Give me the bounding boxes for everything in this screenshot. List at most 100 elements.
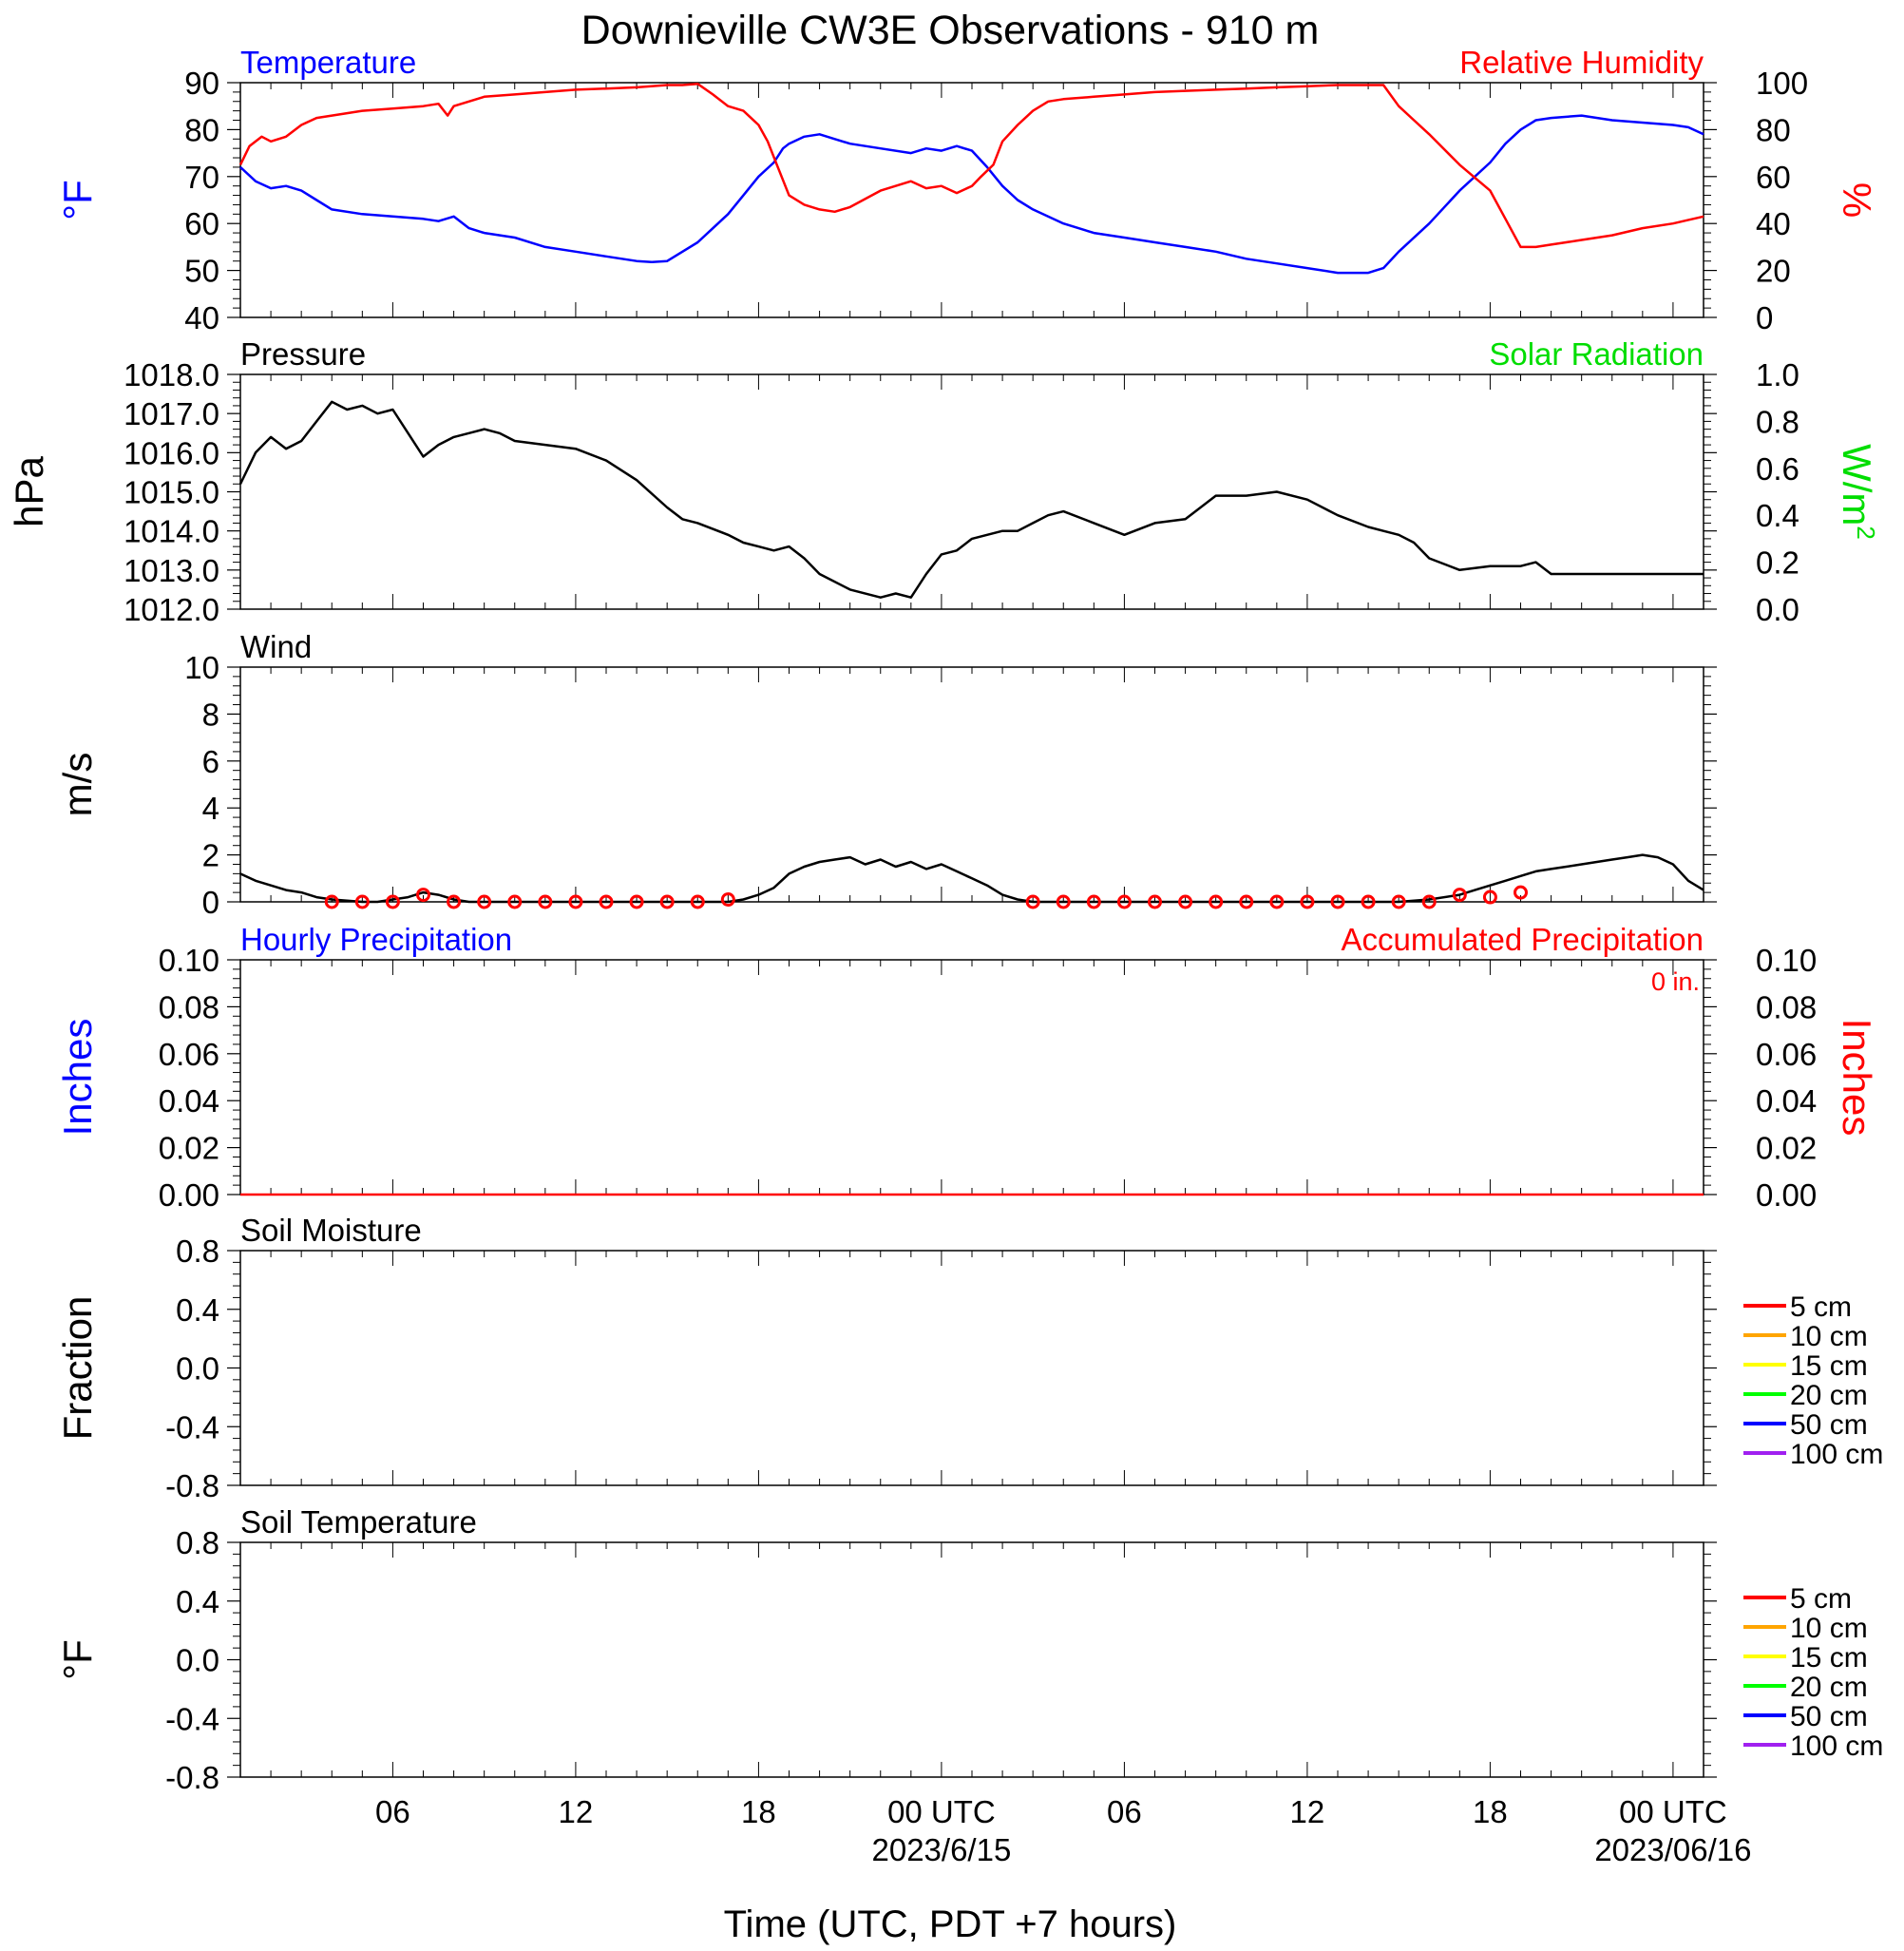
y-tick-label: 0.0: [176, 1351, 219, 1387]
legend-label: 50 cm: [1790, 1701, 1868, 1732]
wind-marker: [1361, 894, 1376, 909]
panel-title-right: Relative Humidity: [1459, 45, 1704, 80]
y-tick-label: -0.8: [165, 1760, 219, 1795]
legend-label: 20 cm: [1790, 1380, 1868, 1411]
wind-marker: [659, 894, 675, 909]
series-line-temperature: [239, 114, 1704, 275]
panel-frame: [239, 1250, 1704, 1486]
y-tick-label: 1015.0: [124, 475, 219, 510]
y-tick-label: 40: [184, 300, 219, 335]
panel-precip: 0.10 0.08 0.06 0.04 0.02 0.00 0.10 0.08 0.06 0.04…: [55, 922, 1879, 1213]
x-tick-label: 00 UTC: [1619, 1794, 1727, 1829]
panel-title-left: Wind: [240, 629, 312, 664]
wind-marker: [1086, 894, 1101, 909]
panel-title-left: Hourly Precipitation: [240, 922, 512, 957]
series-line-relative-humidity: [238, 82, 1704, 249]
panel-soil_moisture: 0.8 0.4 0.0 -0.4 -0.8 Soil Moisture Fraction 5 …: [55, 1213, 1883, 1503]
y-axis-label-left: °F: [55, 180, 100, 220]
wind-marker: [1421, 894, 1437, 909]
panel-title-right: Accumulated Precipitation: [1341, 922, 1704, 957]
wind-marker: [1178, 894, 1193, 909]
x-tick-date: 2023/06/16: [1594, 1832, 1751, 1867]
legend-label: 5 cm: [1790, 1291, 1852, 1323]
wind-marker: [1209, 894, 1224, 909]
y-right-tick-label: 0.4: [1756, 498, 1799, 533]
y-tick-label: 1012.0: [124, 592, 219, 627]
y-tick-label: 10: [184, 650, 219, 685]
x-tick-label: 18: [741, 1794, 776, 1829]
wind-marker: [385, 894, 400, 909]
y-tick-label: 1013.0: [124, 553, 219, 588]
y-right-tick-label: 1.0: [1756, 357, 1799, 392]
y-tick-label: 0.08: [159, 989, 219, 1024]
wind-marker: [1514, 885, 1528, 900]
y-tick-label: 0.8: [176, 1234, 219, 1269]
y-tick-label: 0.8: [176, 1525, 219, 1560]
y-tick-label: 0.4: [176, 1584, 219, 1619]
x-tick-label: 12: [559, 1794, 594, 1829]
y-right-tick-label: 0.10: [1756, 943, 1817, 978]
y-tick-label: -0.4: [165, 1701, 219, 1736]
y-tick-label: 6: [202, 744, 219, 779]
y-tick-label: 0: [202, 885, 219, 920]
y-right-tick-label: 40: [1756, 206, 1791, 241]
panel-title-right: Solar Radiation: [1489, 336, 1704, 372]
y-tick-label: 1017.0: [124, 396, 219, 431]
y-right-tick-label: 100: [1756, 66, 1808, 101]
y-right-tick-label: 0.08: [1756, 989, 1817, 1024]
panel-frame: [239, 666, 1704, 903]
legend-label: 15 cm: [1790, 1642, 1868, 1674]
y-tick-label: 0.4: [176, 1292, 219, 1328]
y-tick-label: 0.0: [176, 1643, 219, 1678]
wind-marker: [538, 894, 553, 909]
wind-marker: [1300, 894, 1315, 909]
wind-marker: [1482, 889, 1497, 905]
legend-label: 100 cm: [1790, 1439, 1883, 1470]
series-line-pressure: [238, 400, 1704, 599]
wind-marker: [507, 894, 523, 909]
wind-marker: [1056, 894, 1071, 909]
y-tick-label: 1018.0: [124, 357, 219, 392]
panel-wind: 10 8 6 4 2 0 Wind m/s: [55, 629, 1717, 920]
y-axis-label-right: Inches: [1835, 1019, 1879, 1137]
wind-marker: [1239, 894, 1254, 909]
wind-marker: [477, 894, 492, 909]
x-tick-date: 2023/6/15: [872, 1832, 1012, 1867]
wind-marker: [1330, 894, 1345, 909]
wind-marker: [1025, 894, 1040, 909]
x-tick-label: 00 UTC: [887, 1794, 996, 1829]
wind-marker: [599, 894, 614, 909]
panel-frame: [239, 82, 1704, 318]
y-axis-label-left: Fraction: [55, 1296, 100, 1441]
y-tick-label: 0.04: [159, 1083, 219, 1119]
x-tick-label: 12: [1290, 1794, 1325, 1829]
legend-label: 10 cm: [1790, 1321, 1868, 1352]
panel-title-left: Temperature: [240, 45, 416, 80]
wind-marker: [690, 894, 705, 909]
wind-marker: [568, 894, 583, 909]
wind-marker: [324, 894, 339, 909]
y-right-tick-label: 60: [1756, 160, 1791, 195]
wind-marker: [629, 894, 644, 909]
legend-label: 100 cm: [1790, 1731, 1883, 1762]
y-tick-label: 1016.0: [124, 435, 219, 470]
y-right-tick-label: 0.04: [1756, 1083, 1817, 1119]
legend-label: 50 cm: [1790, 1409, 1868, 1441]
page-title: Downieville CW3E Observations - 910 m: [581, 8, 1320, 53]
panel-title-left: Soil Moisture: [240, 1213, 422, 1248]
y-tick-label: 0.00: [159, 1177, 219, 1213]
y-tick-label: 2: [202, 838, 219, 873]
y-right-tick-label: 0.02: [1756, 1131, 1817, 1166]
y-tick-label: 0.10: [159, 943, 219, 978]
legend-label: 20 cm: [1790, 1672, 1868, 1703]
y-axis-label-left: hPa: [7, 455, 51, 526]
y-tick-label: -0.8: [165, 1468, 219, 1503]
y-right-tick-label: 0.06: [1756, 1037, 1817, 1072]
legend-label: 10 cm: [1790, 1613, 1868, 1644]
y-right-tick-label: 0.2: [1756, 545, 1799, 581]
panel-pressure: 1018.0 1017.0 1016.0 1015.0 1014.0 1013.0 1012…: [7, 336, 1880, 627]
wind-marker: [720, 892, 735, 908]
